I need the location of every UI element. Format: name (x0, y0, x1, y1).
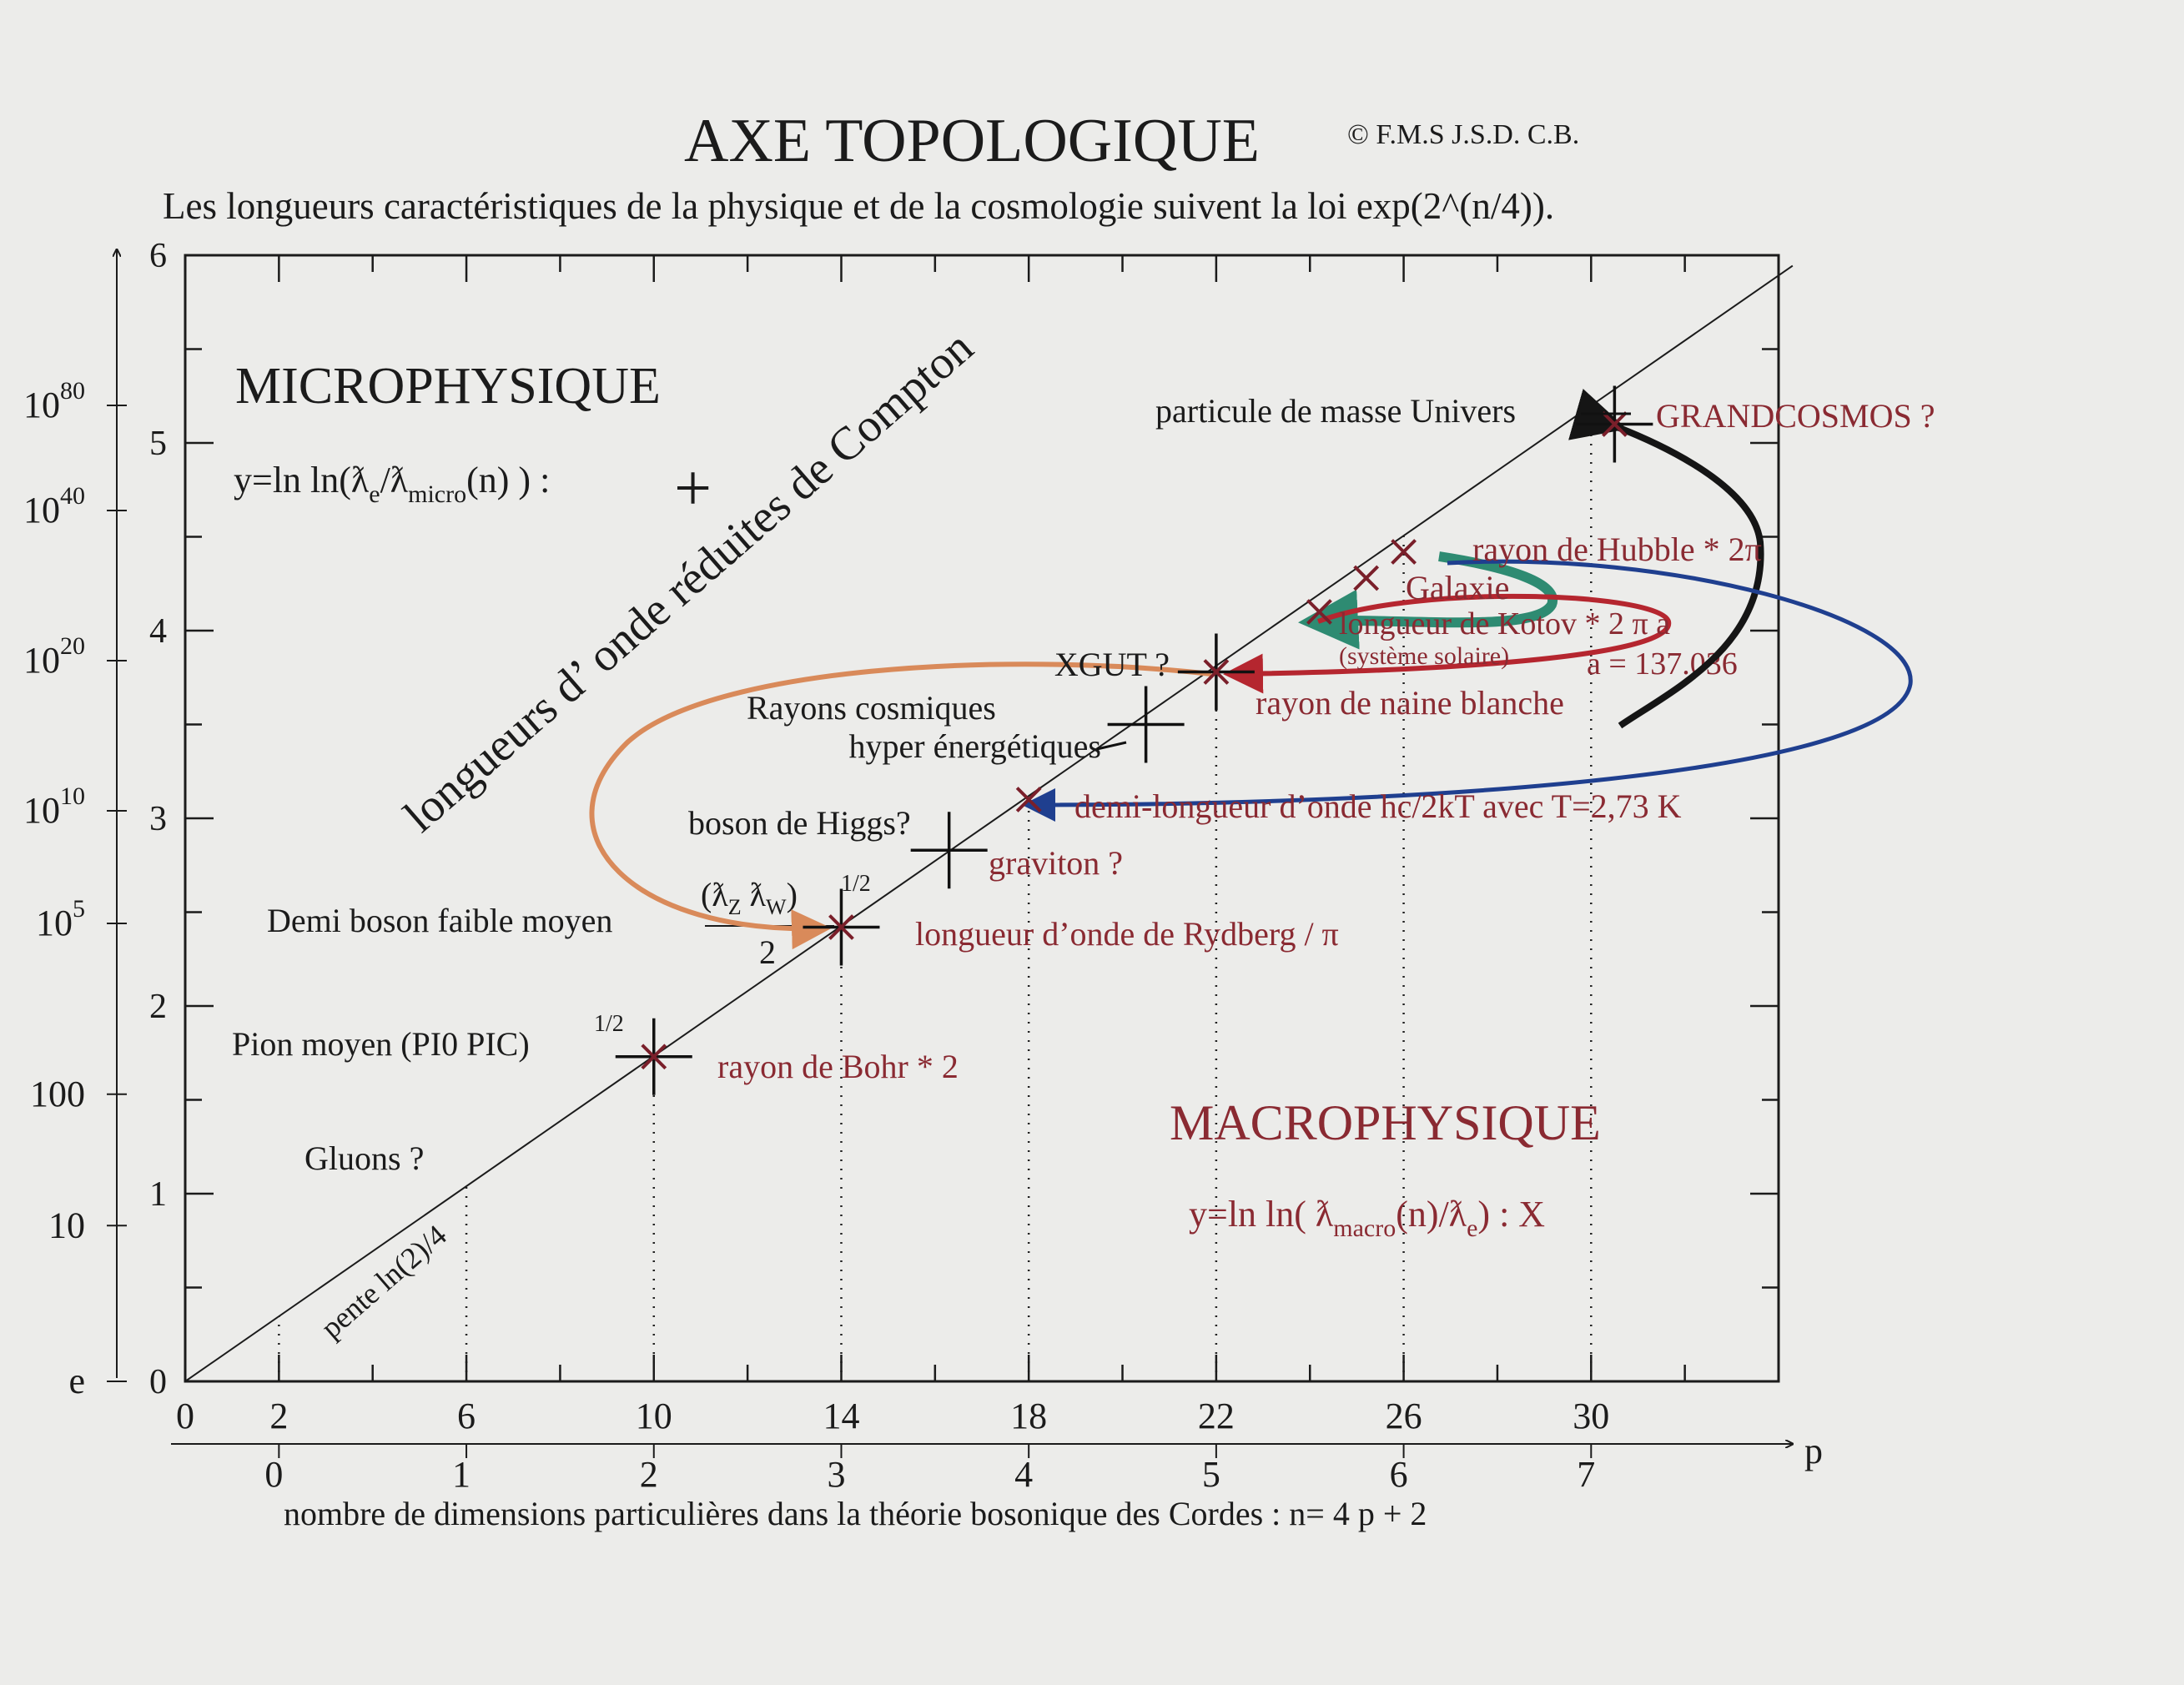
slope-label: pente ln(2)/4 (315, 1219, 453, 1345)
micro-point (910, 812, 988, 889)
x-axis-label: nombre de dimensions particulières dans … (284, 1495, 1427, 1532)
y-tick-label: 3 (149, 800, 167, 838)
arrow-black (1568, 389, 1764, 729)
y-tick-label: 1 (149, 1175, 167, 1214)
macro-point (828, 914, 854, 940)
diagonal-line (184, 264, 1794, 1382)
x-tick-label-n: 18 (1010, 1396, 1047, 1436)
micro-point-label: hyper énergétiques (849, 727, 1101, 765)
micro-formula: y=ln ln(ƛe/ƛmicro(n) ) : (234, 460, 550, 508)
macro-point (1015, 787, 1042, 812)
macro-point (1601, 411, 1628, 437)
macro-point-label: longueur de Kotov * 2 π a (1339, 606, 1670, 641)
length-axis-label: 105 (36, 895, 85, 943)
y-tick-label: 0 (149, 1363, 167, 1401)
macro-point (1306, 599, 1332, 625)
micro-point-label: Pion moyen (PI0 PIC) (232, 1025, 530, 1063)
x-tick-label-p: 7 (1577, 1454, 1595, 1495)
micro-point-label: Rayons cosmiques (747, 689, 996, 727)
y-tick-label: 2 (149, 988, 167, 1026)
x-tick-label-n: 26 (1386, 1396, 1422, 1436)
macro-point-label: rayon de naine blanche (1256, 684, 1564, 722)
macro-point-label: rayon de Bohr * 2 (717, 1048, 959, 1085)
micro-point-label: Demi boson faible moyen (267, 902, 612, 939)
length-axis-labels: e 10 100 105 1010 1020 1040 1080 (23, 377, 127, 1401)
y-tick-label: 5 (149, 425, 167, 463)
length-axis-label: e (68, 1361, 85, 1401)
arrow-green (1298, 551, 1557, 650)
x-tick-label-p: 4 (1014, 1454, 1033, 1495)
length-axis-label: 10 (48, 1205, 85, 1245)
macro-point-label: demi-longueur d’onde hc/2kT avec T=2,73 … (1074, 787, 1682, 825)
y-tick-label: 4 (149, 612, 167, 651)
weak-boson-denominator: 2 (759, 933, 776, 971)
x-tick-label-n: 14 (823, 1396, 859, 1436)
gluons-label: Gluons ? (304, 1139, 424, 1177)
macro-point-label: longueur d’onde de Rydberg / π (915, 915, 1339, 953)
micro-point-label: XGUT ? (1054, 646, 1170, 683)
higgs-label: boson de Higgs? (688, 804, 911, 842)
x-tick-label-n: 0 (176, 1396, 194, 1436)
macro-point (1353, 565, 1380, 591)
macro-title: MACROPHYSIQUE (1170, 1095, 1601, 1150)
x-tick-label-p: 5 (1202, 1454, 1220, 1495)
chart-title: AXE TOPOLOGIQUE (684, 107, 1260, 175)
chart-subtitle: Les longueurs caractéristiques de la phy… (163, 185, 1554, 227)
length-axis-label: 1040 (23, 482, 85, 531)
p-axis-label: p (1804, 1431, 1823, 1471)
macro-point-label: rayon de Hubble * 2π (1472, 531, 1762, 568)
micro-point-label: graviton ? (989, 844, 1123, 882)
x-tick-label-p: 6 (1390, 1454, 1408, 1495)
x-tick-label-n: 22 (1198, 1396, 1235, 1436)
macro-formula: y=ln ln( ƛmacro(n)/ƛe) : X (1189, 1194, 1545, 1242)
macro-point (641, 1044, 667, 1070)
data-points: Pion moyen (PI0 PIC) 1/2 Demi boson faible… (232, 385, 1935, 1095)
micro-title: MICROPHYSIQUE (235, 358, 661, 415)
x-tick-label-n: 10 (636, 1396, 672, 1436)
weak-boson-sup: 1/2 (841, 871, 871, 897)
x-tick-label-p: 0 (264, 1454, 283, 1495)
macro-point-label: Galaxie (1406, 569, 1509, 606)
arrow-orange (589, 661, 1212, 950)
y-tick-label: 6 (149, 237, 167, 275)
length-axis-label: 1010 (23, 782, 85, 831)
arrow-blue (1022, 559, 1913, 822)
micro-point (1107, 686, 1185, 763)
length-axis-label: 1020 (23, 632, 85, 681)
micro-point-label-sup: 1/2 (594, 1011, 624, 1037)
length-axis-label: 100 (30, 1074, 85, 1114)
x-tick-label-n: 30 (1573, 1396, 1609, 1436)
arrow-red (1223, 593, 1672, 694)
micro-symbol: + (674, 452, 712, 526)
x-tick-label-n: 6 (457, 1396, 476, 1436)
copyright: © F.M.S J.S.D. C.B. (1347, 119, 1579, 150)
x-tick-label-p: 2 (640, 1454, 658, 1495)
x-tick-label-n: 2 (269, 1396, 288, 1436)
micro-point-label: particule de masse Univers (1155, 392, 1516, 430)
macro-point (1203, 659, 1230, 685)
leader-line (1096, 741, 1127, 751)
length-axis-label: 1080 (23, 377, 85, 425)
macro-point-label: GRANDCOSMOS ? (1656, 397, 1935, 435)
macro-point (1391, 539, 1417, 565)
weak-boson-fraction: (ƛZ ƛW) (701, 876, 798, 919)
macro-point-label: (système solaire) (1339, 642, 1509, 670)
x-tick-label-p: 3 (827, 1454, 845, 1495)
x-tick-label-p: 1 (452, 1454, 471, 1495)
